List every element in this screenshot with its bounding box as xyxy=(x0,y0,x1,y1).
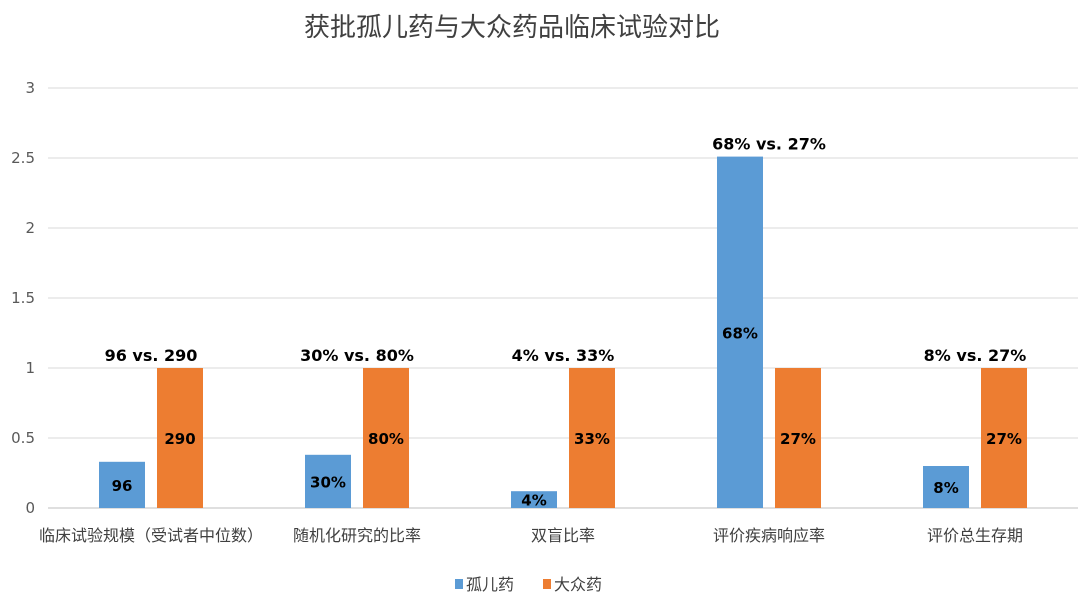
y-tick-label: 2.5 xyxy=(11,149,35,167)
y-tick-label: 2 xyxy=(25,219,35,237)
legend-swatch xyxy=(455,579,463,589)
data-label: 80% xyxy=(368,430,404,448)
y-axis: 0 0.5 1 1.5 2 2.5 3 xyxy=(11,79,35,517)
legend-swatch xyxy=(543,579,551,589)
comparison-label: 4% vs. 33% xyxy=(512,346,615,365)
data-label: 290 xyxy=(164,430,195,448)
bar-mass xyxy=(569,368,615,508)
y-tick-label: 1.5 xyxy=(11,289,35,307)
bar-orphan xyxy=(923,466,969,508)
bar-orphan xyxy=(717,156,763,508)
y-tick-label: 1 xyxy=(25,359,35,377)
bar-orphan xyxy=(511,491,557,508)
bar-orphan xyxy=(99,461,145,508)
legend-label: 大众药 xyxy=(554,575,602,594)
bar-orphan xyxy=(305,454,351,508)
data-label: 96 xyxy=(112,477,133,495)
x-axis: 临床试验规模（受试者中位数） 随机化研究的比率 双盲比率 评价疾病响应率 评价总生存期 xyxy=(39,526,1023,545)
data-label: 27% xyxy=(986,430,1022,448)
y-tick-label: 0 xyxy=(25,499,35,517)
bar-mass xyxy=(981,368,1027,508)
gridlines xyxy=(48,87,1078,509)
bar-mass xyxy=(775,368,821,508)
comparison-label: 96 vs. 290 xyxy=(105,346,198,365)
category-label: 评价总生存期 xyxy=(927,526,1023,545)
legend: 孤儿药 大众药 xyxy=(455,575,602,594)
comparison-label: 8% vs. 27% xyxy=(924,346,1027,365)
data-label: 68% xyxy=(722,324,758,342)
y-tick-label: 3 xyxy=(25,79,35,97)
comparison-label: 30% vs. 80% xyxy=(300,346,414,365)
data-label: 8% xyxy=(933,479,958,497)
category-label: 评价疾病响应率 xyxy=(713,526,825,545)
chart-title: 获批孤儿药与大众药品临床试验对比 xyxy=(304,13,720,43)
category-label: 临床试验规模（受试者中位数） xyxy=(39,526,263,545)
y-tick-label: 0.5 xyxy=(11,429,35,447)
data-label: 33% xyxy=(574,430,610,448)
bar-mass xyxy=(157,368,203,508)
data-label: 30% xyxy=(310,473,346,491)
data-label: 4% xyxy=(521,492,546,510)
bar-mass xyxy=(363,368,409,508)
comparison-label: 68% vs. 27% xyxy=(712,135,826,154)
data-label: 27% xyxy=(780,430,816,448)
category-label: 随机化研究的比率 xyxy=(293,526,421,545)
bars: 96 290 96 vs. 290 30% 80% 30% vs. 80% 4% 33% 4% … xyxy=(99,135,1027,510)
legend-label: 孤儿药 xyxy=(466,575,514,594)
category-label: 双盲比率 xyxy=(531,526,595,545)
